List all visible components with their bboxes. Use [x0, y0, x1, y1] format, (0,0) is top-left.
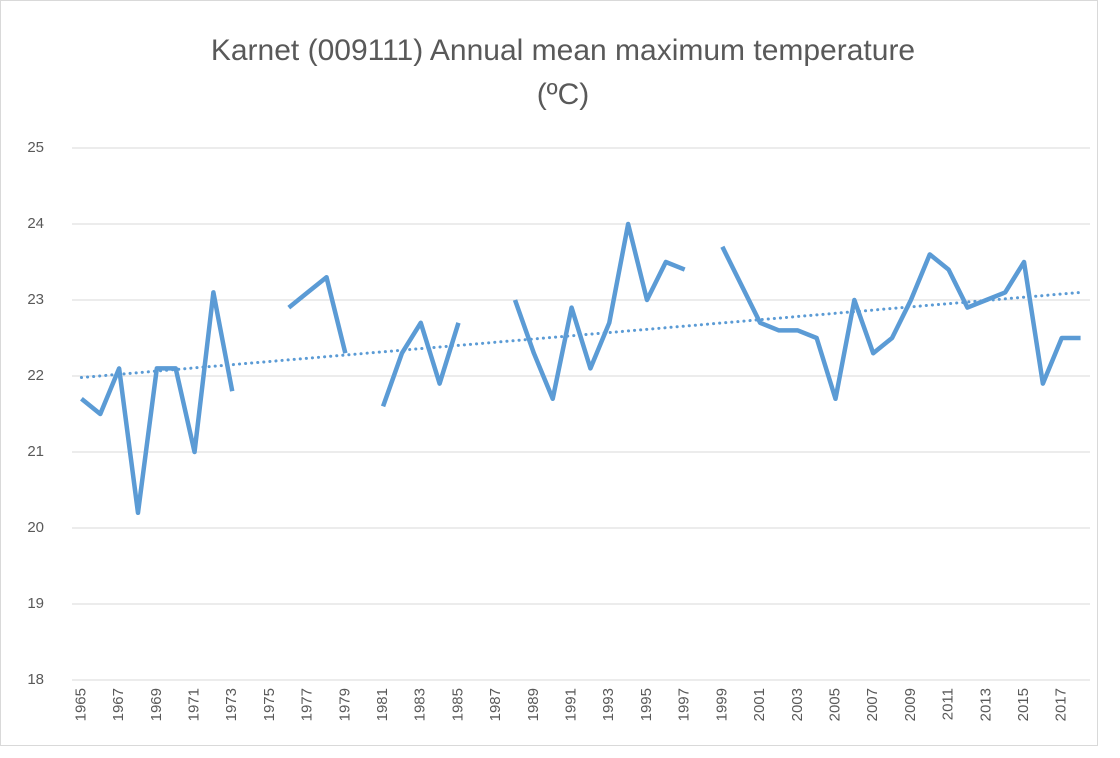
x-tick-label: 2003: [789, 688, 806, 721]
y-tick-label: 21: [27, 443, 44, 460]
y-tick-label: 23: [27, 291, 44, 308]
x-tick-label: 1975: [261, 688, 278, 721]
x-tick-label: 2001: [751, 688, 768, 721]
x-tick-label: 2011: [940, 688, 957, 720]
x-tick-label: 1989: [525, 688, 542, 721]
y-tick-label: 25: [27, 139, 44, 156]
x-tick-label: 1995: [638, 688, 655, 721]
chart-title: (ºC): [537, 78, 590, 111]
chart-frame: [0, 0, 1098, 746]
x-tick-label: 1979: [336, 688, 353, 721]
x-tick-label: 1969: [148, 688, 165, 721]
x-tick-label: 1967: [110, 688, 127, 721]
y-tick-label: 24: [27, 215, 44, 232]
x-tick-label: 2013: [977, 688, 994, 721]
y-tick-label: 18: [27, 671, 44, 688]
y-tick-label: 19: [27, 595, 44, 612]
x-tick-label: 1987: [487, 688, 504, 721]
y-tick-label: 20: [27, 519, 44, 536]
x-tick-label: 1999: [713, 688, 730, 721]
x-tick-label: 2017: [1053, 688, 1070, 721]
x-tick-label: 1981: [374, 688, 391, 721]
x-tick-label: 1977: [299, 688, 316, 721]
x-tick-label: 2009: [902, 688, 919, 721]
x-tick-label: 2007: [864, 688, 881, 721]
x-tick-label: 1993: [600, 688, 617, 721]
x-tick-label: 2015: [1015, 688, 1032, 721]
x-tick-label: 2005: [826, 688, 843, 721]
x-tick-label: 1971: [186, 688, 203, 721]
data-line: [80, 221, 1081, 516]
y-tick-label: 22: [27, 367, 44, 384]
chart-title: Karnet (009111) Annual mean maximum temp…: [211, 34, 915, 67]
x-tick-label: 1973: [223, 688, 240, 721]
x-tick-label: 1965: [72, 688, 89, 721]
x-tick-label: 1985: [449, 688, 466, 721]
x-tick-label: 1997: [676, 688, 693, 721]
x-tick-label: 1983: [412, 688, 429, 721]
x-tick-label: 1991: [563, 688, 580, 721]
trend-line: [79, 290, 1083, 380]
